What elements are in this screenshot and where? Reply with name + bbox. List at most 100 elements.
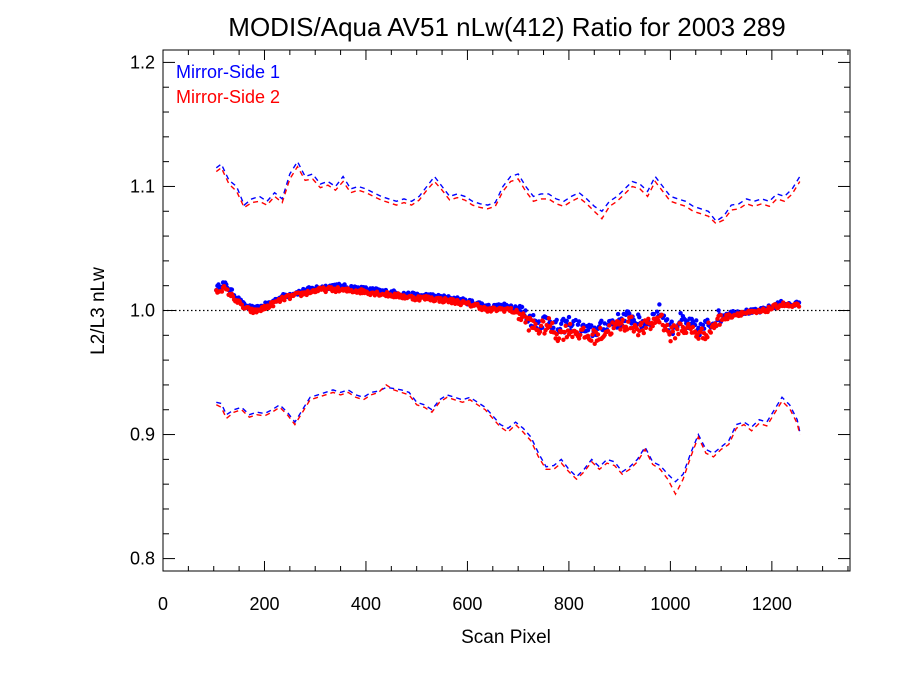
series-2-point: [672, 336, 678, 341]
series-2-point: [533, 321, 538, 327]
series-2: [214, 165, 802, 496]
series-2-points: [214, 284, 802, 346]
series-2-point: [595, 332, 601, 337]
series-1-point: [589, 323, 594, 328]
series-2-point: [708, 330, 713, 335]
series-2-point: [531, 318, 536, 323]
series-2-point: [537, 329, 543, 334]
series-1-point: [602, 321, 607, 326]
series-2-point: [517, 311, 523, 317]
series-1-point: [669, 319, 674, 324]
series-2-point: [690, 324, 696, 330]
series-2-point: [546, 316, 552, 321]
series-2-point: [562, 329, 567, 335]
series-1-point: [599, 318, 604, 323]
series-2-point: [637, 328, 642, 334]
series-2-point: [618, 327, 623, 332]
series-2-point: [698, 329, 703, 335]
legend-label-mirror-side-2: Mirror-Side 2: [176, 87, 280, 107]
series-2-upper-bound: [215, 165, 801, 225]
series-1-point: [566, 314, 572, 320]
series-2-point: [267, 304, 273, 309]
series-2-point: [630, 325, 635, 331]
series-2-point: [592, 341, 597, 346]
series-1-point: [523, 308, 528, 313]
series-2-point: [508, 306, 514, 311]
series-1-point: [615, 311, 621, 317]
series-1-point: [342, 282, 347, 287]
series-2-point: [646, 316, 651, 321]
series-2-point: [705, 335, 710, 340]
series-2-point: [567, 321, 573, 327]
series-2-point: [609, 331, 614, 336]
series-2-point: [598, 325, 603, 331]
series-2-point: [684, 330, 689, 335]
series-2-point: [565, 328, 571, 333]
series-1-point: [554, 317, 559, 323]
x-tick-label: 0: [158, 594, 168, 614]
series-1-point: [576, 319, 582, 324]
y-tick-label: 1.0: [130, 301, 155, 321]
series-1-point: [651, 311, 656, 317]
series-2-point: [626, 319, 631, 324]
series-2-point: [550, 320, 555, 326]
y-tick-label: 1.1: [130, 176, 155, 196]
x-tick-label: 400: [351, 594, 381, 614]
x-tick-label: 600: [452, 594, 482, 614]
series-2-point: [607, 323, 612, 328]
series-2-lower-bound: [215, 384, 801, 496]
chart-title: MODIS/Aqua AV51 nLw(412) Ratio for 2003 …: [228, 12, 785, 42]
series-2-point: [585, 333, 591, 338]
series-2-point: [581, 325, 586, 330]
series-2-point: [651, 316, 656, 321]
series-2-point: [631, 329, 636, 334]
y-tick-label: 0.8: [130, 549, 155, 569]
series-2-point: [282, 298, 287, 303]
y-axis-label: L2/L3 nLw: [88, 267, 109, 355]
series-2-point: [692, 329, 698, 334]
series-2-point: [636, 333, 641, 338]
series-2-point: [526, 328, 531, 333]
series-1-point: [665, 317, 670, 322]
series-2-point: [667, 332, 672, 337]
series-1-lower-bound: [216, 386, 801, 483]
series-1-point: [623, 312, 629, 317]
series-2-point: [699, 326, 704, 331]
series-2-point: [668, 339, 673, 344]
series-1-point: [730, 309, 736, 314]
series-2-point: [678, 321, 683, 327]
series-2-point: [706, 320, 711, 325]
series-1-point: [678, 311, 683, 316]
series-2-point: [219, 289, 225, 294]
series-2-point: [629, 314, 634, 319]
series-2-point: [578, 332, 583, 338]
series-1-point: [637, 315, 642, 320]
series-1-point: [657, 302, 662, 307]
series-2-point: [796, 304, 802, 309]
series-2-point: [547, 324, 553, 329]
series-1-point: [627, 311, 632, 316]
series-1-point: [551, 325, 556, 330]
series-2-point: [696, 336, 701, 341]
x-tick-label: 1000: [650, 594, 690, 614]
series-1-point: [573, 317, 578, 323]
series-2-point: [225, 287, 230, 292]
series-2-point: [676, 331, 681, 337]
y-tick-label: 0.9: [130, 425, 155, 445]
series-2-point: [611, 325, 616, 331]
series-2-point: [675, 327, 680, 332]
series-2-point: [643, 325, 649, 330]
y-tick-label: 1.2: [130, 52, 155, 72]
legend: Mirror-Side 1 Mirror-Side 2: [176, 62, 280, 107]
series-2-point: [589, 338, 594, 343]
x-tick-label: 800: [554, 594, 584, 614]
series-1-point: [564, 318, 569, 323]
series-1-point: [216, 282, 221, 287]
x-tick-label: 1200: [752, 594, 792, 614]
series-1-point: [655, 309, 660, 314]
series-2-point: [538, 323, 544, 328]
series-2-point: [620, 317, 625, 322]
series-2-point: [641, 330, 646, 336]
series-2-point: [717, 322, 722, 327]
